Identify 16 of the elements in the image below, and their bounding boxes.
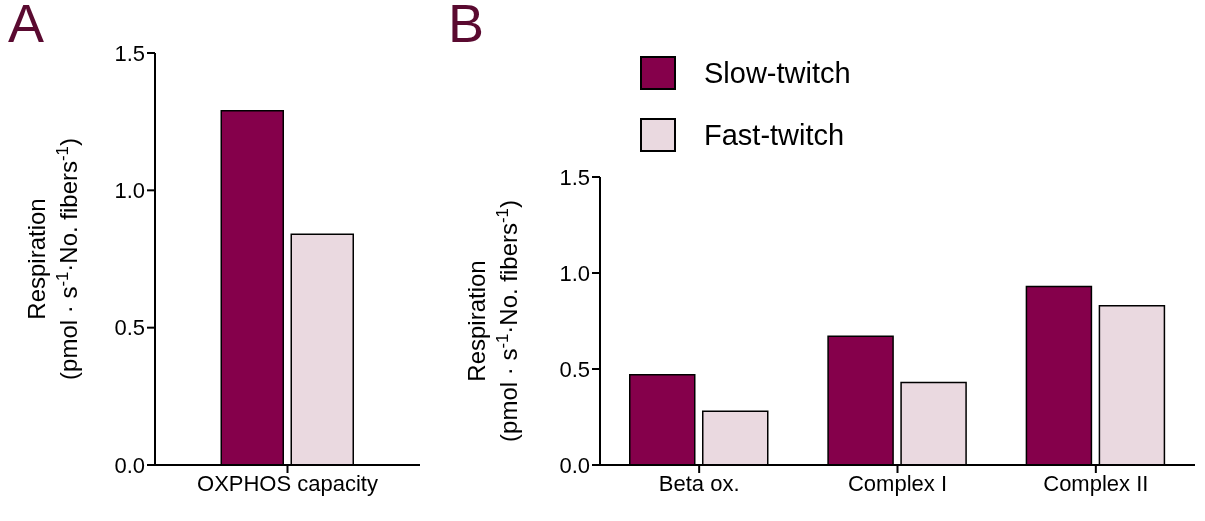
x-tick-label: Complex I <box>847 470 948 496</box>
chart-title: A <box>8 0 45 54</box>
chart-title: B <box>448 0 485 54</box>
y-tick-label: 1.0 <box>559 260 590 286</box>
y-tick-label: 0.0 <box>559 452 590 478</box>
legend-label: Slow-twitch <box>704 56 851 90</box>
y-tick-label: 1.0 <box>114 178 145 204</box>
y-tick-label: 0.5 <box>114 315 145 341</box>
legend-label: Fast-twitch <box>704 118 845 152</box>
y-tick-label: 0.5 <box>559 356 590 382</box>
y-tick-label: 1.5 <box>559 164 590 190</box>
x-tick-label: OXPHOS capacity <box>197 470 378 496</box>
x-tick-label: Beta ox. <box>658 470 740 496</box>
y-tick-label: 0.0 <box>114 452 145 478</box>
x-tick-label: Complex II <box>1043 470 1149 496</box>
y-tick-label: 1.5 <box>114 40 145 66</box>
